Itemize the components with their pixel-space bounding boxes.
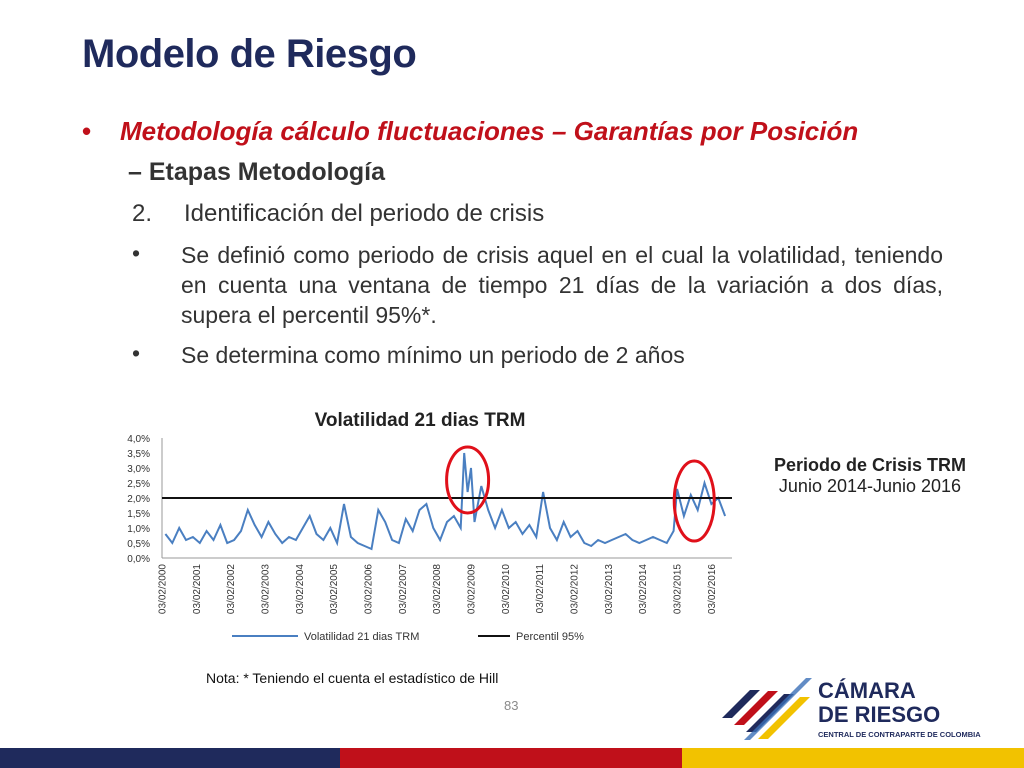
crisis-period-title: Periodo de Crisis TRM xyxy=(773,455,967,475)
y-tick-label: 3,5% xyxy=(127,449,150,460)
number-label: 2. xyxy=(132,200,153,227)
logo-line-3: CENTRAL DE CONTRAPARTE DE COLOMBIA xyxy=(818,730,981,739)
x-tick-label: 03/02/2013 xyxy=(604,564,615,614)
bullet-crisis-definition: • Se definió como periodo de crisis aque… xyxy=(132,240,943,330)
slide-title: Modelo de Riesgo xyxy=(82,32,417,76)
numbered-item: 2. Identificación del periodo de crisis xyxy=(132,200,544,228)
logo-stripes-icon xyxy=(722,678,812,740)
bullet-minimum-period: • Se determina como mínimo un periodo de… xyxy=(132,340,943,370)
dash-marker: – xyxy=(128,158,142,186)
x-tick-label: 03/02/2001 xyxy=(192,564,203,614)
x-tick-label: 03/02/2015 xyxy=(672,564,683,614)
y-tick-label: 0,0% xyxy=(127,554,150,565)
bullet-methodology-text: Metodología cálculo fluctuaciones – Gara… xyxy=(120,116,859,146)
crisis-period-box: Periodo de Crisis TRM Junio 2014-Junio 2… xyxy=(760,455,980,497)
y-tick-label: 2,0% xyxy=(127,494,150,505)
x-tick-label: 03/02/2007 xyxy=(398,564,409,614)
bullet-dot: • xyxy=(132,240,141,266)
bullet-dot: • xyxy=(132,340,141,366)
subheading-text: Etapas Metodología xyxy=(148,158,385,186)
x-tick-label: 03/02/2014 xyxy=(638,564,649,614)
chart-title: Volatilidad 21 dias TRM xyxy=(315,410,526,431)
x-tick-label: 03/02/2000 xyxy=(157,564,168,614)
subheading: – Etapas Metodología xyxy=(128,158,385,187)
y-tick-label: 0,5% xyxy=(127,539,150,550)
bullet-crisis-definition-text: Se definió como periodo de crisis aquel … xyxy=(181,242,943,328)
numbered-item-text: Identificación del periodo de crisis xyxy=(184,200,545,227)
y-tick-label: 3,0% xyxy=(127,464,150,475)
volatility-series-line xyxy=(164,452,727,551)
volatility-chart: Volatilidad 21 dias TRM 4,0% 3,5% 3,0% 2,5% 2… xyxy=(127,410,732,643)
footnote: Nota: * Teniendo el cuenta el estadístic… xyxy=(206,670,499,686)
crisis-period-dates: Junio 2014-Junio 2016 xyxy=(778,476,962,496)
y-tick-label: 4,0% xyxy=(127,434,150,445)
x-tick-label: 03/02/2009 xyxy=(466,564,477,614)
logo-line-2: DE RIESGO xyxy=(818,702,940,727)
footer-bar-yellow xyxy=(682,748,1024,768)
x-tick-label: 03/02/2004 xyxy=(295,564,306,614)
page-number: 83 xyxy=(504,698,519,713)
x-tick-label: 03/02/2003 xyxy=(260,564,271,614)
bullet-minimum-period-text: Se determina como mínimo un periodo de 2… xyxy=(181,342,685,368)
x-tick-label: 03/02/2008 xyxy=(432,564,443,614)
logo-line-1: CÁMARA xyxy=(818,678,916,703)
y-tick-label: 2,5% xyxy=(127,479,150,490)
crisis-2008-highlight xyxy=(445,445,491,515)
camara-de-riesgo-logo: CÁMARA DE RIESGO CENTRAL DE CONTRAPARTE … xyxy=(722,678,981,740)
bullet-dot: • xyxy=(82,116,92,146)
bullet-methodology: • Metodología cálculo fluctuaciones – Ga… xyxy=(82,116,858,147)
x-tick-label: 03/02/2016 xyxy=(707,564,718,614)
x-tick-label: 03/02/2010 xyxy=(501,564,512,614)
x-tick-label: 03/02/2011 xyxy=(535,564,546,614)
x-tick-label: 03/02/2005 xyxy=(329,564,340,614)
crisis-2015-highlight xyxy=(672,459,716,543)
y-tick-label: 1,0% xyxy=(127,524,150,535)
legend-volatility-label: Volatilidad 21 dias TRM xyxy=(304,631,419,643)
x-tick-label: 03/02/2002 xyxy=(226,564,237,614)
footer-bar-navy xyxy=(0,748,340,768)
legend-percentile-label: Percentil 95% xyxy=(516,631,584,643)
y-tick-label: 1,5% xyxy=(127,509,150,520)
footer-bar-red xyxy=(340,748,682,768)
x-tick-label: 03/02/2012 xyxy=(569,564,580,614)
x-tick-label: 03/02/2006 xyxy=(363,564,374,614)
footer-color-bars xyxy=(0,748,1024,768)
